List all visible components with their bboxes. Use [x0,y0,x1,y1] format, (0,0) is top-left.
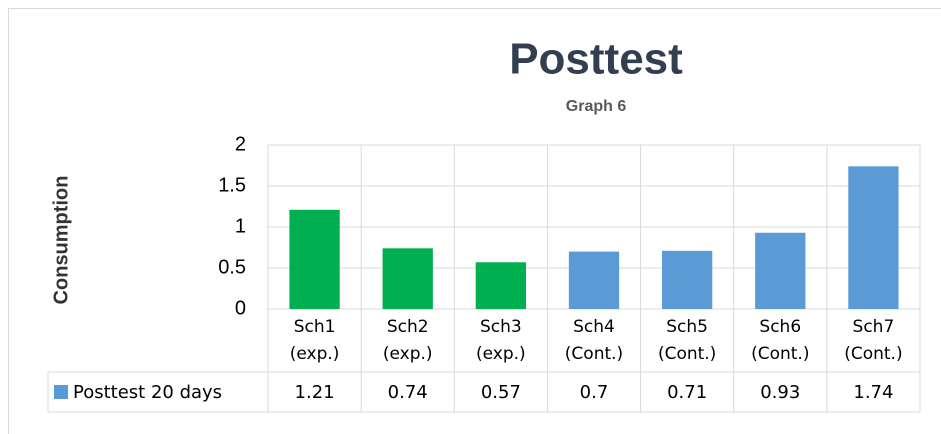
y-tick-label: 1.5 [218,174,246,196]
bar [289,209,340,309]
y-tick-label: 2 [235,133,246,155]
table-value: 0.74 [388,382,428,403]
y-axis-label: Consumption [50,176,72,305]
bar [661,250,713,309]
y-tick-label: 1 [235,215,246,237]
x-tick-label: Sch2 (exp.) [382,316,433,364]
bar [568,251,620,309]
table-value: 1.21 [295,382,335,403]
table-value: 1.74 [853,382,893,403]
legend-key [54,385,68,399]
table-value: 0.57 [481,382,521,403]
bar [755,232,806,309]
y-tick-label: 0 [235,297,246,319]
bar [475,262,527,309]
x-tick-label: Sch3 (exp.) [476,316,526,364]
table-value: 0.93 [760,382,800,403]
chart-subtitle: Graph 6 [566,98,627,115]
chart-border [8,8,941,434]
x-tick-label: Sch4 (Cont.) [564,316,624,364]
bar [848,166,899,309]
table-value: 0.71 [667,382,707,403]
x-tick-label: Sch1 (exp.) [289,316,340,364]
legend-label: Posttest 20 days [73,382,222,403]
table-value: 0.7 [580,382,609,403]
x-tick-label: Sch7 (Cont.) [844,316,903,364]
y-tick-label: 0.5 [218,256,246,278]
x-tick-label: Sch5 (Cont.) [657,316,717,364]
x-tick-label: Sch6 (Cont.) [751,316,810,364]
chart-title: Posttest [509,35,683,84]
bar [382,248,433,309]
